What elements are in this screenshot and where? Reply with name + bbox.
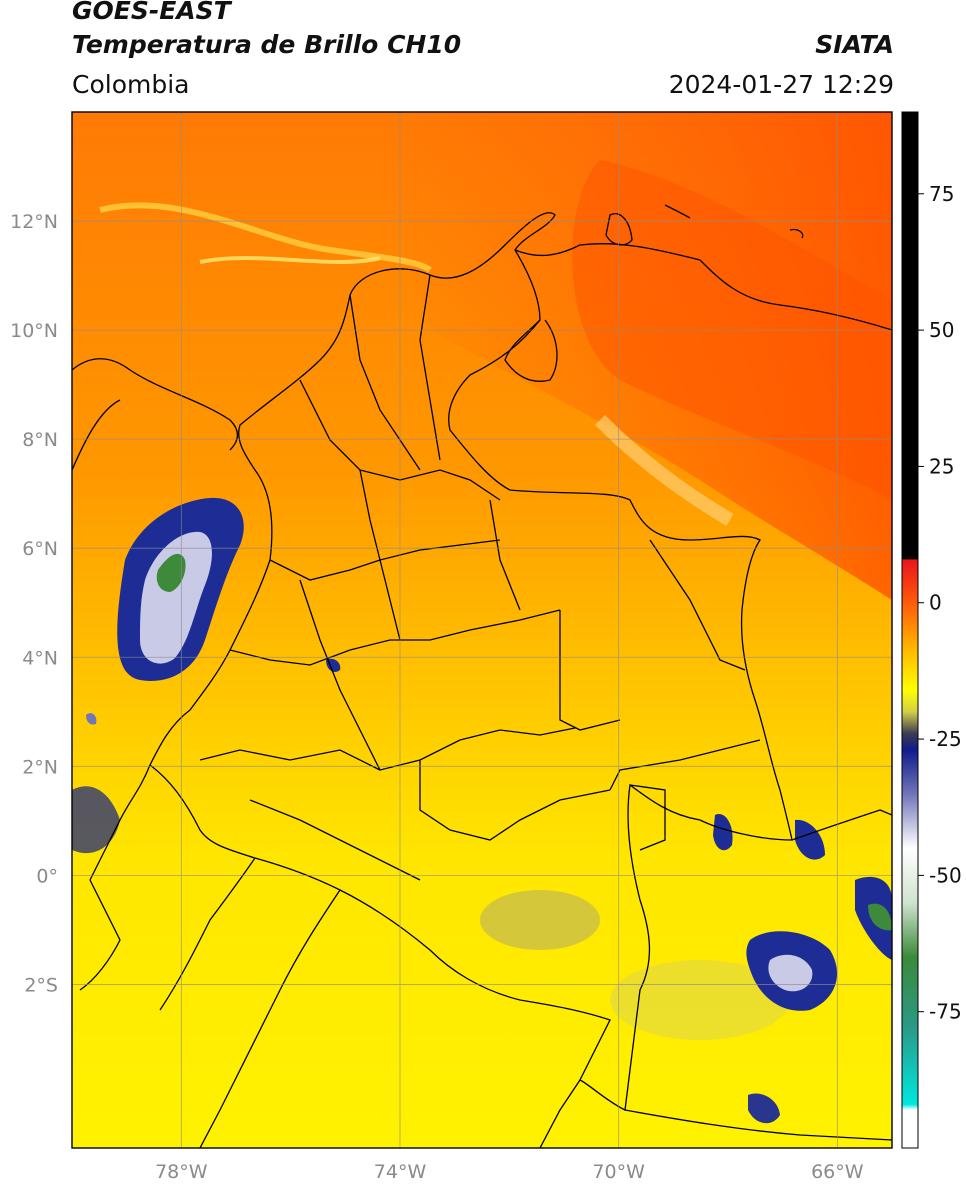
colorbar-tick-label: -50: [929, 863, 962, 887]
product-title: Temperatura de Brillo CH10: [72, 30, 462, 59]
map-frame: [71, 111, 893, 1149]
colorbar-tick-label: 75: [929, 182, 954, 206]
lat-tick-label: 6°N: [22, 538, 58, 560]
satellite-title: GOES-EAST: [72, 0, 231, 25]
lon-tick-label: 66°W: [811, 1161, 864, 1183]
lon-tick-label: 78°W: [155, 1161, 208, 1183]
boundaries: [72, 204, 892, 1148]
brightness-field: [72, 112, 892, 1148]
colorbar-tick-label: -75: [929, 1000, 962, 1024]
lat-tick-label: 12°N: [10, 211, 58, 233]
lat-tick-label: 0°: [36, 865, 58, 887]
colorbar: [901, 111, 919, 1149]
colorbar-tick-label: -25: [929, 727, 962, 751]
region-label: Colombia: [72, 70, 190, 99]
lat-tick-label: 2°S: [24, 974, 58, 996]
brand-label: SIATA: [815, 30, 894, 59]
lat-tick-label: 10°N: [10, 320, 58, 342]
lon-tick-label: 70°W: [592, 1161, 645, 1183]
lon-tick-label: 74°W: [374, 1161, 427, 1183]
lat-tick-label: 4°N: [22, 647, 58, 669]
lat-tick-label: 2°N: [22, 756, 58, 778]
graticule: [72, 112, 892, 1148]
lat-tick-label: 8°N: [22, 429, 58, 451]
timestamp-label: 2024-01-27 12:29: [668, 70, 894, 99]
colorbar-tick-label: 50: [929, 318, 954, 342]
colorbar-tick-label: 0: [929, 591, 942, 615]
colorbar-tick-label: 25: [929, 454, 954, 478]
